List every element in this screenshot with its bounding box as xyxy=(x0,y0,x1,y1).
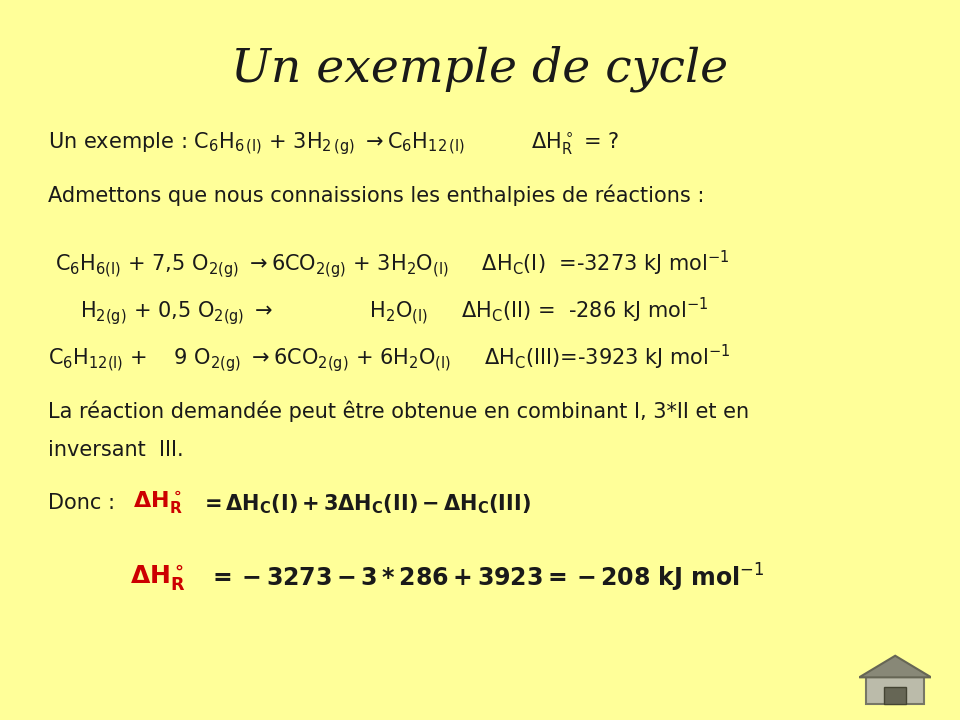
Text: La réaction demandée peut être obtenue en combinant I, 3*II et en: La réaction demandée peut être obtenue e… xyxy=(48,400,749,421)
Text: $\mathbf{=-3273-3*286+3923=-208}$ kJ mol$^{-1}$: $\mathbf{=-3273-3*286+3923=-208}$ kJ mol… xyxy=(208,562,764,594)
Text: $\mathbf{=\Delta H_C(I)+3\Delta H_C(II)-\Delta H_C(III)}$: $\mathbf{=\Delta H_C(I)+3\Delta H_C(II)-… xyxy=(200,492,531,516)
Polygon shape xyxy=(859,656,931,678)
Text: Donc :: Donc : xyxy=(48,493,122,513)
Bar xyxy=(884,687,906,704)
Text: Un exemple de cycle: Un exemple de cycle xyxy=(231,45,729,91)
Text: $\mathbf{\Delta H^\circ_R}$: $\mathbf{\Delta H^\circ_R}$ xyxy=(133,490,182,516)
Text: $\mathsf{H_{2(g)}}$ + 0,5 $\mathsf{O_{2(g)}}$ $\rightarrow$              $\maths: $\mathsf{H_{2(g)}}$ + 0,5 $\mathsf{O_{2(… xyxy=(80,295,708,327)
Bar xyxy=(867,676,924,704)
Text: $\mathsf{C_6H_{6(l)}}$ + 7,5 $\mathsf{O_{2(g)}}$ $\rightarrow$$\mathsf{6CO_{2(g): $\mathsf{C_6H_{6(l)}}$ + 7,5 $\mathsf{O_… xyxy=(55,248,730,280)
Text: $\mathsf{C_6H_{12(l)}}$ +    9 $\mathsf{O_{2(g)}}$ $\rightarrow$$\mathsf{6CO_{2(: $\mathsf{C_6H_{12(l)}}$ + 9 $\mathsf{O_{… xyxy=(48,342,731,374)
Text: inversant  III.: inversant III. xyxy=(48,440,183,460)
Text: Un exemple : $\mathsf{C_6H_{6\,(l)}}$ + $\mathsf{3H_{2\,(g)}}$ $\rightarrow$$\ma: Un exemple : $\mathsf{C_6H_{6\,(l)}}$ + … xyxy=(48,130,619,157)
Text: $\mathbf{\Delta H^\circ_R}$: $\mathbf{\Delta H^\circ_R}$ xyxy=(130,564,185,593)
Text: Admettons que nous connaissions les enthalpies de réactions :: Admettons que nous connaissions les enth… xyxy=(48,185,705,207)
